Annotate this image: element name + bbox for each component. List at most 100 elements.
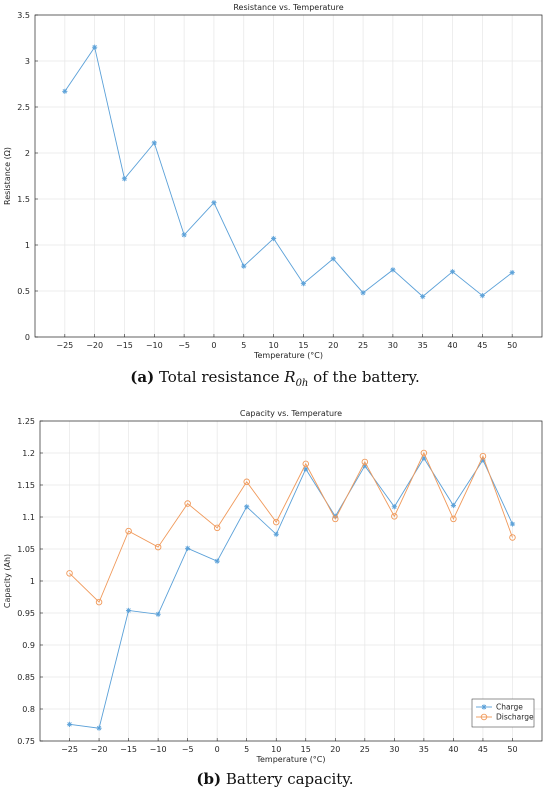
- x-tick-label: 35: [419, 745, 429, 754]
- y-tick-label: 2.5: [17, 103, 30, 112]
- legend-entry: Charge: [476, 703, 523, 712]
- data-point: [391, 513, 398, 520]
- x-tick-label: 15: [298, 341, 308, 350]
- data-point: [330, 256, 336, 262]
- series-charge: [66, 455, 516, 731]
- y-tick-label: 3.5: [17, 11, 30, 20]
- data-point: [332, 515, 339, 523]
- data-point: [181, 232, 187, 238]
- y-tick-label: 0.95: [17, 609, 35, 618]
- x-tick-label: −5: [178, 341, 190, 350]
- legend-entry: Discharge: [476, 713, 534, 722]
- data-point: [66, 570, 73, 577]
- x-tick-label: 45: [478, 745, 488, 754]
- y-tick-label: 3: [25, 57, 30, 66]
- caption-b: (b) Battery capacity.: [0, 770, 550, 788]
- data-point: [214, 558, 220, 564]
- data-point: [420, 449, 428, 457]
- caption-b-label: (b): [196, 770, 222, 788]
- y-tick-label: 0.5: [17, 287, 30, 296]
- x-tick-label: 50: [507, 341, 517, 350]
- data-point: [391, 504, 397, 510]
- x-tick-label: −10: [146, 341, 163, 350]
- x-tick-label: −20: [91, 745, 108, 754]
- grid: [35, 14, 542, 338]
- x-tick-label: 10: [268, 341, 278, 350]
- axes-box: [34, 14, 543, 338]
- plot-area: [35, 15, 542, 337]
- caption-a-label: (a): [130, 368, 155, 386]
- legend-label: Charge: [496, 703, 523, 712]
- data-point: [211, 200, 217, 206]
- x-tick-label: 20: [330, 745, 340, 754]
- chart-title: Resistance vs. Temperature: [233, 3, 343, 12]
- x-tick-label: 10: [271, 745, 281, 754]
- data-point: [272, 518, 280, 526]
- legend-label: Discharge: [496, 713, 534, 722]
- x-tick-label: 30: [388, 341, 398, 350]
- caption-a-subscript: 0h: [295, 378, 309, 389]
- x-tick-label: −5: [182, 745, 194, 754]
- x-tick-label: 20: [328, 341, 338, 350]
- series-s0: [62, 44, 515, 300]
- x-tick-label: −25: [61, 745, 78, 754]
- data-point: [303, 466, 309, 472]
- data-point: [241, 263, 247, 269]
- x-axis-label: Temperature (°C): [255, 755, 325, 764]
- data-point: [509, 270, 515, 276]
- data-point: [244, 504, 250, 510]
- data-point: [300, 281, 307, 287]
- data-point: [62, 88, 68, 94]
- data-point: [302, 460, 310, 468]
- caption-a-symbol: R: [284, 368, 296, 386]
- data-point: [360, 290, 366, 296]
- y-axis-label: Resistance (Ω): [3, 147, 12, 205]
- data-point: [479, 452, 487, 460]
- y-tick-label: 0: [25, 333, 30, 342]
- y-tick-label: 1.15: [17, 481, 35, 490]
- data-point: [450, 502, 457, 509]
- x-tick-label: −15: [116, 341, 133, 350]
- x-tick-label: 50: [507, 745, 517, 754]
- y-tick-label: 0.75: [17, 737, 35, 746]
- x-tick-label: −20: [86, 341, 103, 350]
- y-tick-label: 1.25: [17, 417, 35, 426]
- data-point: [509, 521, 516, 527]
- data-point: [151, 140, 157, 146]
- x-tick-label: 15: [301, 745, 311, 754]
- x-tick-label: 35: [418, 341, 428, 350]
- x-tick-label: 0: [211, 341, 216, 350]
- caption-a-text-before: Total resistance: [154, 368, 285, 386]
- data-point: [450, 515, 457, 523]
- y-tick-label: 0.8: [22, 705, 35, 714]
- data-point: [243, 478, 250, 486]
- x-tick-label: 40: [447, 341, 457, 350]
- data-point: [421, 455, 427, 461]
- series-line: [69, 457, 513, 729]
- x-tick-label: 5: [241, 341, 246, 350]
- data-point: [390, 267, 396, 273]
- data-point: [96, 725, 102, 731]
- x-axis-label: Temperature (°C): [253, 351, 323, 360]
- data-point: [273, 531, 279, 537]
- x-tick-label: 45: [477, 341, 487, 350]
- x-tick-label: −25: [56, 341, 73, 350]
- data-point: [155, 611, 161, 617]
- x-tick-label: 30: [389, 745, 399, 754]
- data-point: [92, 44, 98, 50]
- y-axis-label: Capacity (Ah): [3, 554, 12, 608]
- caption-a-text-after: of the battery.: [308, 368, 420, 386]
- y-tick-label: 1: [25, 241, 30, 250]
- series-line: [69, 451, 513, 603]
- y-tick-label: 2: [25, 149, 30, 158]
- x-tick-label: 5: [244, 745, 249, 754]
- x-tick-label: 0: [215, 745, 220, 754]
- y-tick-label: 0.85: [17, 673, 35, 682]
- x-tick-label: −15: [120, 745, 137, 754]
- y-tick-label: 1.05: [17, 545, 35, 554]
- data-point: [270, 235, 277, 242]
- series-discharge: [66, 449, 516, 606]
- data-point: [479, 293, 485, 299]
- data-point: [420, 293, 426, 300]
